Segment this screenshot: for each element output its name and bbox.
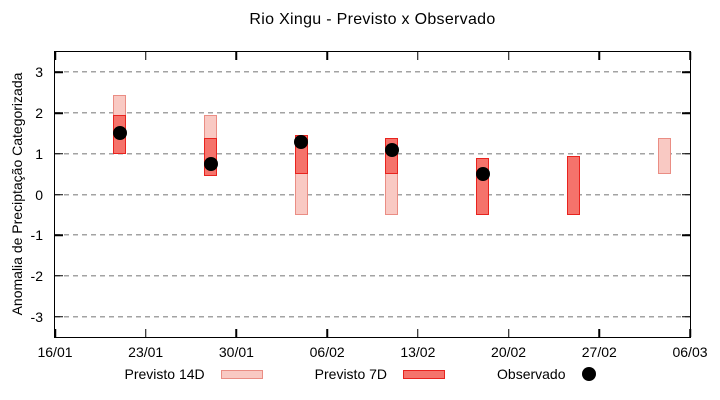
forecast-7d-bar [566,155,580,215]
observed-point [294,134,309,149]
y-tick-label: 2 [35,105,43,122]
x-tick-label: 27/02 [581,344,617,360]
legend-label-observado: Observado [497,366,566,382]
x-tick-mark [689,52,691,60]
observed-point [384,142,399,157]
x-tick-mark [54,52,56,60]
x-tick-mark [598,52,601,60]
gridline [55,274,690,277]
y-tick-mark [682,193,690,196]
forecast-7d-swatch-icon [403,369,446,379]
y-tick-mark [55,193,63,196]
x-tick-mark [235,329,238,337]
x-tick-label: 06/03 [672,344,708,360]
x-tick-label: 23/01 [128,344,164,360]
y-tick-label: -1 [30,227,43,244]
gridline [55,315,690,318]
x-tick-mark [507,52,510,60]
x-tick-mark [144,52,147,60]
x-tick-mark [326,329,328,337]
x-tick-label: 06/02 [309,344,345,360]
x-tick-label: 20/02 [491,344,527,360]
forecast-14d-bar [657,137,671,175]
x-tick-mark [598,329,601,337]
observed-point [112,126,127,141]
legend-item-previsto-14d: Previsto 14D [125,366,263,382]
y-tick-mark [55,315,63,318]
y-tick-mark [682,112,690,114]
y-tick-mark [55,153,63,155]
y-tick-label: 3 [35,64,43,81]
y-tick-mark [55,234,63,236]
x-tick-mark [417,52,419,60]
observed-point [203,156,218,171]
legend-item-observado: Observado [497,366,596,382]
x-tick-mark [235,52,238,60]
gridline [55,193,690,196]
y-tick-mark [55,71,63,74]
y-tick-mark [55,275,63,277]
gridline [55,152,690,155]
y-tick-label: -3 [30,308,43,325]
legend-label-previsto-14d: Previsto 14D [124,366,205,382]
y-tick-label: 0 [35,186,43,203]
observed-dot-icon [581,367,596,381]
x-tick-mark [507,329,510,337]
x-tick-mark [54,329,56,337]
y-tick-mark [682,275,690,277]
x-tick-mark [326,52,328,60]
chart-title: Rio Xingu - Previsto x Observado [249,11,496,28]
plot-area: 3 2 1 0 -1 -2 -3 16/01 23/01 30/01 06/02 13/02 20/02… [31,51,708,360]
legend-label-previsto-7d: Previsto 7D [314,366,388,382]
y-tick-mark [682,315,690,318]
observed-point [475,167,490,182]
x-tick-mark [689,329,691,337]
y-tick-mark [682,153,690,155]
x-tick-mark [144,329,147,337]
y-tick-mark [55,112,63,114]
y-tick-mark [682,71,690,74]
gridline [55,112,690,115]
y-tick-label: 1 [35,145,43,162]
legend: Previsto 14D Previsto 7D Observado [0,366,720,382]
forecast-14d-swatch-icon [220,369,263,379]
legend-item-previsto-7d: Previsto 7D [314,366,446,382]
gridline [55,234,690,237]
y-tick-label: -2 [30,267,43,284]
x-tick-label: 16/01 [37,344,73,360]
x-tick-label: 13/02 [400,344,436,360]
x-tick-mark [417,329,419,337]
y-axis-title: Anomalia de Preciptação Categorizada [9,72,25,316]
y-tick-mark [682,234,690,236]
gridline [55,71,690,74]
x-tick-label: 30/01 [218,344,254,360]
